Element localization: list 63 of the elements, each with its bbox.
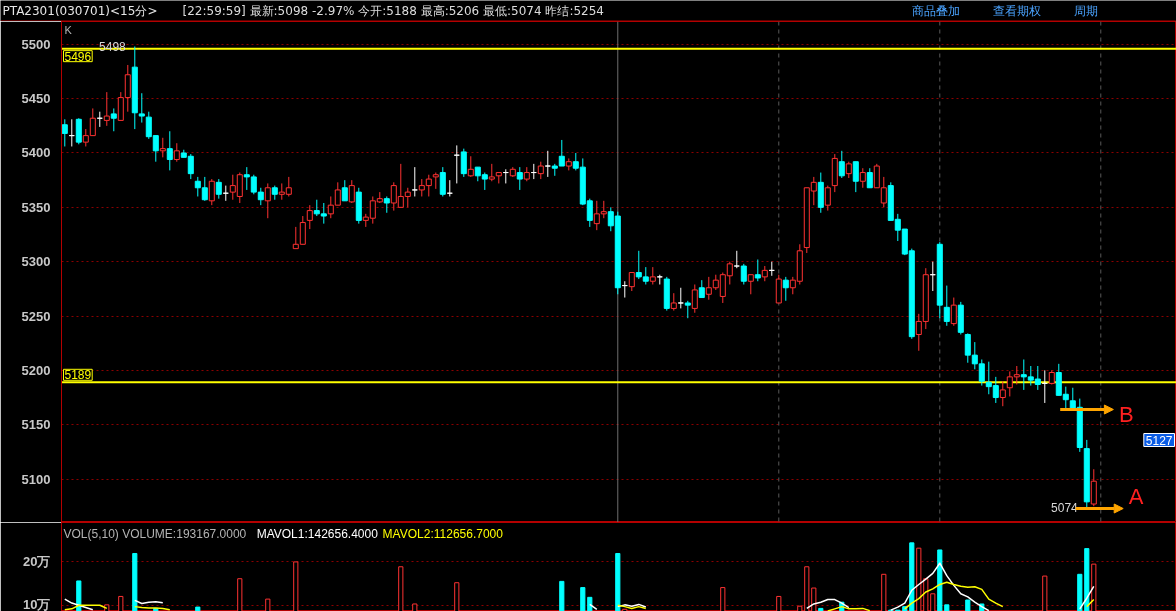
- candlestick: [264, 182, 271, 219]
- y-tick-label: 20万: [23, 553, 51, 569]
- candlestick: [467, 155, 474, 178]
- text: 周期: [1073, 3, 1098, 18]
- candlestick: [516, 166, 523, 191]
- annotation: 5074: [1051, 500, 1079, 515]
- candlestick: [775, 274, 782, 304]
- y-tick-label: 5250: [21, 308, 51, 324]
- candlestick: [173, 142, 180, 163]
- candlestick: [950, 297, 957, 327]
- chart-title: PTA2301(030701)<15分>: [2, 3, 158, 18]
- candlestick: [411, 166, 418, 197]
- y-tick-label: 5150: [21, 417, 51, 433]
- candlestick: [439, 166, 446, 197]
- chart-title: VOL(5,10) VOLUME:193167.0000: [63, 526, 247, 541]
- candlestick: [740, 263, 747, 285]
- candlestick: [782, 276, 789, 302]
- candlestick: [852, 161, 859, 193]
- candlestick: [348, 179, 355, 204]
- candlestick: [544, 150, 551, 178]
- y-tick-label: 5400: [21, 145, 51, 161]
- candlestick: [943, 285, 950, 327]
- y-tick-label: 5200: [21, 362, 51, 378]
- candlestick: [866, 167, 873, 189]
- text: 5127: [1145, 433, 1173, 448]
- ref-line-label: 5189: [64, 368, 92, 383]
- candlestick: [306, 204, 313, 230]
- candlestick: [691, 284, 698, 314]
- candlestick: [677, 287, 684, 309]
- y-axis-title: K: [64, 23, 73, 36]
- candlestick: [999, 380, 1006, 407]
- candlestick: [838, 150, 845, 179]
- ref-line-label: 5496: [64, 49, 92, 64]
- text: B: [1118, 402, 1134, 427]
- candlestick: [859, 167, 866, 189]
- candlestick: [75, 117, 82, 145]
- y-tick-label: 5300: [21, 254, 51, 270]
- y-tick-label: 5350: [21, 199, 51, 215]
- y-tick-label: 10万: [23, 596, 51, 611]
- candlestick: [1090, 468, 1097, 507]
- candlestick: [110, 107, 117, 132]
- chart-subtitle: [22:59:59] 最新:5098 -2.97% 今开:5188 最高:5206 最低:5074 昨结:5254: [182, 3, 605, 18]
- y-tick-label: 5450: [21, 91, 51, 107]
- candlestick: [747, 274, 754, 295]
- candlestick: [215, 178, 222, 200]
- candlestick: [138, 92, 145, 124]
- text: A: [1128, 484, 1144, 509]
- candlestick: [460, 148, 467, 178]
- candlestick: [166, 130, 173, 171]
- candlestick: [159, 137, 166, 158]
- candlestick: [824, 185, 831, 212]
- text: MAVOL2:112656.7000: [382, 526, 504, 541]
- candlestick: [628, 272, 635, 292]
- candlestick: [208, 178, 215, 206]
- candlestick: [61, 118, 68, 147]
- candlestick: [754, 259, 761, 282]
- text: 查看期权: [992, 3, 1041, 18]
- text: MAVOL1:142656.4000: [256, 526, 379, 541]
- candlestick: [341, 179, 348, 202]
- y-tick-label: 5500: [21, 36, 51, 52]
- candlestick: [103, 91, 110, 127]
- y-tick-label: 5100: [21, 471, 51, 487]
- text: 商品叠加: [911, 3, 960, 18]
